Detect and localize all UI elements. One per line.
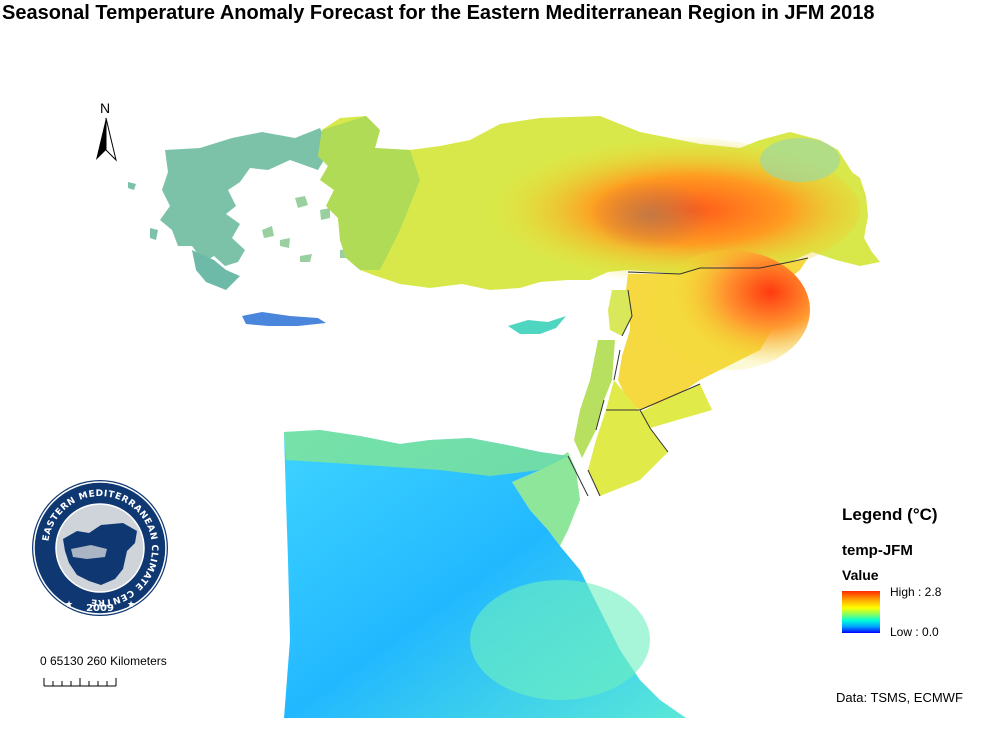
emcc-logo: EASTERN MEDITERRANEAN CLIMATE CENTRE 200… — [31, 479, 169, 617]
lebanon-region — [608, 290, 632, 336]
north-arrow: N — [92, 100, 122, 164]
sinai-region — [512, 452, 580, 546]
scale-bar-labels: 0 65130 260 Kilometers — [40, 654, 167, 668]
syria-hot-zone — [650, 250, 810, 370]
crete-region — [242, 312, 326, 326]
logo-star-right: ★ — [127, 599, 135, 609]
turkey-west-band — [318, 116, 420, 270]
legend-layer-name: temp-JFM — [842, 542, 913, 559]
aegean-islands — [262, 196, 352, 262]
legend-color-ramp — [842, 591, 880, 633]
legend-title: Legend (°C) — [842, 505, 938, 524]
data-credit: Data: TSMS, ECMWF — [836, 690, 963, 705]
egypt-south-warm — [470, 580, 650, 700]
legend-field-name: Value — [842, 567, 879, 583]
corfu-island — [128, 182, 158, 240]
north-label: N — [100, 100, 111, 116]
legend-high-label: High : 2.8 — [890, 585, 942, 599]
scale-bar: 0 65130 260 Kilometers — [38, 654, 208, 690]
cyprus-region — [508, 316, 566, 334]
legend: Legend (°C) temp-JFM Value High : 2.8 Lo… — [838, 505, 978, 645]
turkey-northeast-cool — [760, 138, 840, 182]
peloponnese-region — [192, 250, 240, 290]
logo-year: 2009 — [86, 603, 114, 614]
country-borders — [567, 257, 809, 497]
egypt-north-coast — [284, 430, 568, 476]
logo-star-left: ★ — [65, 599, 73, 609]
emcc-logo-graphic: EASTERN MEDITERRANEAN CLIMATE CENTRE 200… — [32, 480, 168, 616]
israel-region — [574, 340, 615, 458]
jordan-region — [588, 380, 712, 496]
legend-low-label: Low : 0.0 — [890, 625, 939, 639]
turkey-highland-patch — [590, 180, 710, 250]
north-arrow-icon — [96, 117, 117, 162]
map-title: Seasonal Temperature Anomaly Forecast fo… — [2, 2, 875, 24]
greece-region — [160, 128, 330, 266]
scale-bar-ticks — [43, 678, 117, 687]
